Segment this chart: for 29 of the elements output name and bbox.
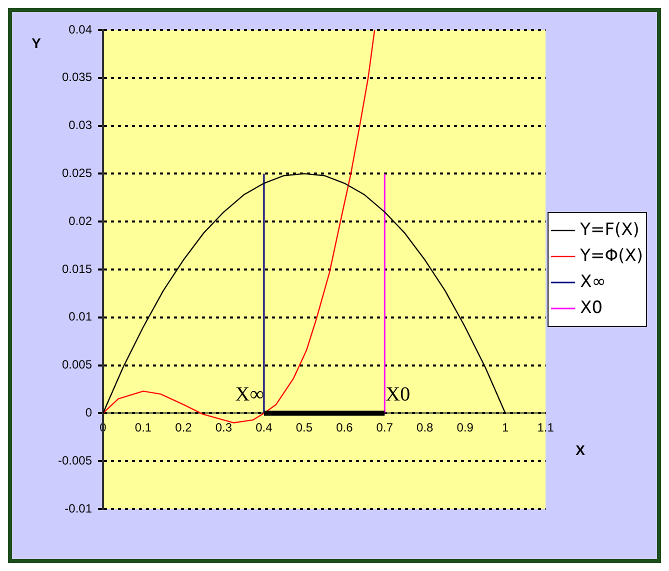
y-tick-label: 0.01: [68, 310, 92, 324]
legend-label: Y=F(X): [579, 220, 640, 240]
x-tick-label: 0.1: [134, 420, 152, 435]
annotation: X0: [386, 383, 410, 406]
x-tick-label: 0.7: [376, 420, 394, 435]
x-tick-label: 0.5: [296, 420, 313, 435]
y-tick-label: 0.025: [62, 166, 92, 180]
x-tick-label: 0.9: [456, 420, 474, 435]
x-tick-label: 1.1: [537, 420, 554, 435]
legend-label: X0: [580, 298, 603, 318]
y-tick-label: 0.03: [68, 118, 92, 132]
x-tick-label: 0.2: [175, 420, 192, 435]
y-axis-title: Y: [32, 34, 42, 51]
y-tick-label: -0.01: [64, 501, 92, 516]
y-tick-label: -0.005: [58, 453, 92, 468]
legend-label: Y=Φ(X): [579, 246, 643, 266]
x-axis-title: X: [576, 442, 586, 458]
y-tick-label: 0.015: [62, 262, 92, 276]
x-tick-label: 0.4: [256, 420, 273, 435]
y-tick-label: 0.02: [68, 214, 92, 228]
x-tick-label: 0.3: [215, 420, 232, 435]
x-tick-label: 0.6: [336, 420, 354, 435]
x-tick-label: 1: [502, 420, 510, 435]
y-tick-label: 0.04: [68, 22, 92, 36]
y-tick-label: 0.035: [62, 70, 92, 84]
x-tick-label: 0.8: [416, 420, 434, 435]
legend-label: X∞: [580, 272, 606, 292]
y-tick-label: 0: [85, 406, 92, 420]
y-tick-label: 0.005: [62, 358, 92, 372]
